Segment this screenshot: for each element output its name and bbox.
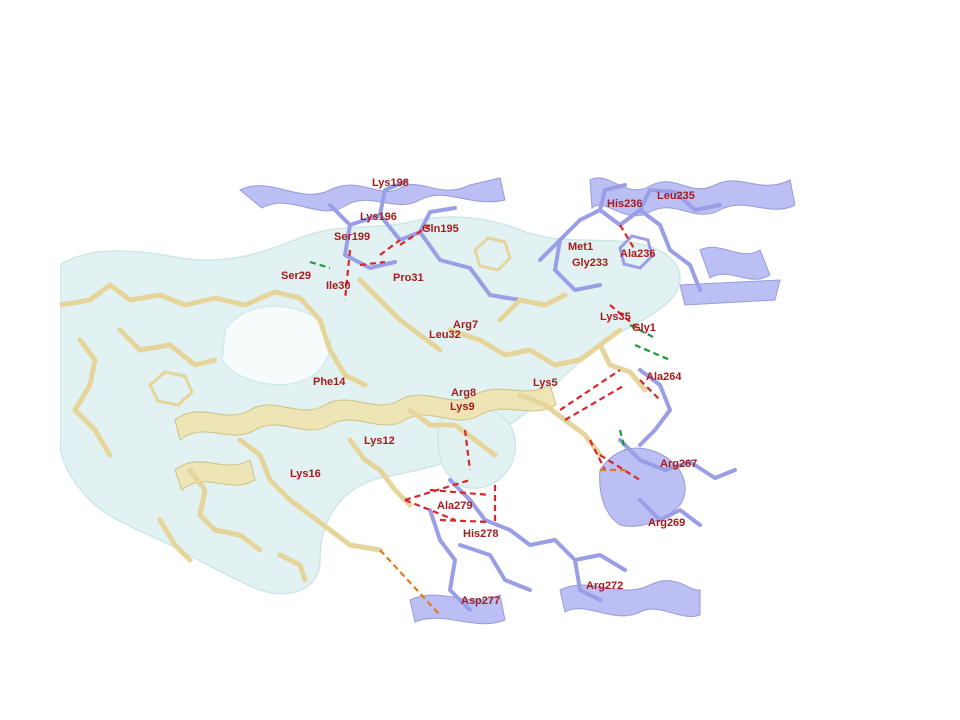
residue-label-ala264: Ala264	[646, 371, 682, 383]
protein-ring-right	[618, 234, 654, 270]
residue-label-lys35: Lys35	[600, 311, 631, 323]
residue-label-lys16: Lys16	[290, 468, 321, 480]
residue-label-leu32: Leu32	[429, 329, 461, 341]
surface-cavity	[221, 305, 332, 386]
residue-label-leu235: Leu235	[657, 190, 695, 202]
aromatic-rings	[148, 234, 654, 407]
hydrogen-bonds-green	[309, 260, 671, 451]
residue-label-asp277: Asp277	[461, 595, 500, 607]
residue-label-arg8: Arg8	[451, 387, 476, 399]
residue-label-ile30: Ile30	[326, 280, 350, 292]
residue-label-gln195: Gln195	[422, 223, 459, 235]
residue-label-his236: His236	[607, 198, 642, 210]
helix-ribbon-top-left	[239, 177, 506, 212]
peptide-sticks	[60, 277, 648, 583]
helix-ribbon-bottom-right	[559, 580, 701, 617]
residue-label-arg267: Arg267	[660, 458, 697, 470]
residue-label-pro31: Pro31	[393, 272, 424, 284]
residue-label-ser29: Ser29	[281, 270, 311, 282]
residue-label-ala236: Ala236	[620, 248, 655, 260]
peptide-ribbon	[174, 384, 557, 491]
render-viewport: Lys198 Lys196 Ser199 Gln195 Ser29 Ile30 Pro31 H…	[60, 177, 795, 625]
helix-ribbon-bottom	[409, 594, 506, 625]
residue-label-lys5: Lys5	[533, 377, 558, 389]
hydrogen-bonds-red	[343, 224, 661, 525]
residue-label-his278: His278	[463, 528, 498, 540]
residue-label-ser199: Ser199	[334, 231, 370, 243]
residue-label-arg269: Arg269	[648, 517, 685, 529]
residue-label-lys196: Lys196	[360, 211, 397, 223]
residue-label-phe14: Phe14	[313, 376, 346, 388]
residue-label-gly1: Gly1	[632, 322, 656, 334]
surface-lobe	[437, 407, 516, 489]
helix-ribbon-right	[679, 246, 781, 306]
residue-label-ala279: Ala279	[437, 500, 472, 512]
phe14-ring	[148, 370, 194, 407]
salt-bridge-orange	[379, 468, 625, 616]
residue-label-lys198: Lys198	[372, 177, 409, 189]
residue-label-lys12: Lys12	[364, 435, 395, 447]
residue-label-arg7: Arg7	[453, 319, 478, 331]
protein-sticks	[328, 180, 737, 612]
residue-label-lys9: Lys9	[450, 401, 475, 413]
residue-labels: Lys198 Lys196 Ser199 Gln195 Ser29 Ile30 Pro31 H…	[281, 177, 697, 607]
residue-label-met1: Met1	[568, 241, 593, 253]
peptide-ring-top	[473, 236, 512, 272]
residue-label-gly233: Gly233	[572, 257, 608, 269]
residue-label-arg272: Arg272	[586, 580, 623, 592]
interaction-lines	[309, 224, 671, 616]
